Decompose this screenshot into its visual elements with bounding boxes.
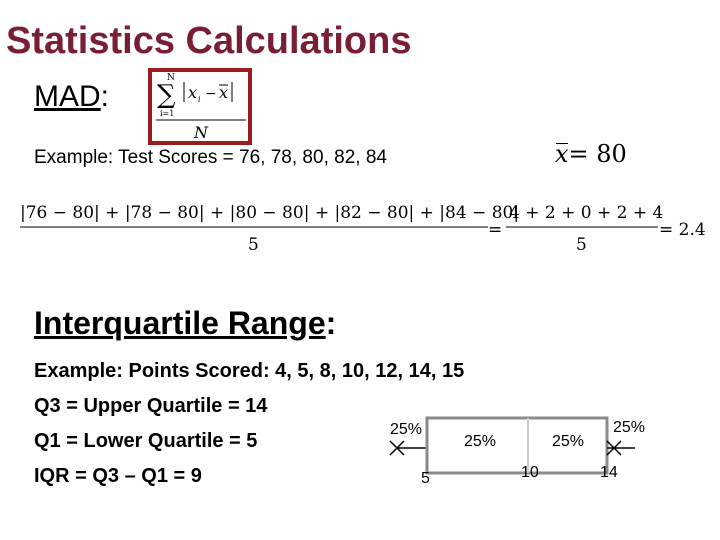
formula-xbar: x: [219, 83, 228, 102]
mad-example: Example: Test Scores = 76, 78, 80, 82, 8…: [34, 147, 387, 168]
formula-denominator: N: [193, 123, 209, 142]
iqr-colon: :: [325, 305, 337, 341]
value-label-q1: 5: [421, 470, 430, 487]
formula-sigma: ∑: [157, 80, 176, 110]
formula-x: x: [188, 83, 197, 102]
formula-sum-bottom: i=1: [160, 109, 174, 118]
percent-label-2: 25%: [464, 433, 496, 450]
mad-colon: :: [100, 80, 110, 113]
calc-equals: =: [488, 220, 502, 240]
calc-result: = 2.4: [659, 220, 706, 240]
iqr-title: Interquartile Range: [34, 305, 326, 341]
formula-sub-i: i: [198, 95, 201, 104]
iqr-line-1: Example: Points Scored: 4, 5, 8, 10, 12,…: [34, 360, 465, 382]
iqr-line-4: IQR = Q3 – Q1 = 9: [34, 465, 202, 487]
iqr-heading: Interquartile Range:: [34, 305, 336, 342]
formula-minus: −: [205, 86, 217, 102]
calc-mid-numerator: 4 + 2 + 0 + 2 + 4: [509, 203, 663, 223]
page-title: Statistics Calculations: [6, 20, 412, 62]
value-label-q3: 14: [600, 464, 618, 481]
percent-label-1: 25%: [390, 421, 422, 438]
calc-numerator: |76 − 80| + |78 − 80| + |80 − 80| + |82 …: [20, 203, 519, 223]
mad-heading: MAD:: [34, 80, 109, 114]
value-label-median: 10: [521, 464, 539, 481]
formula-sum-top: N: [167, 73, 175, 83]
percent-label-4: 25%: [613, 419, 645, 436]
percent-label-3: 25%: [552, 433, 584, 450]
mad-calculation: |76 − 80| + |78 − 80| + |80 − 80| + |82 …: [18, 196, 718, 261]
mean-value: x= 80: [555, 140, 627, 168]
mean-eq: = 80: [568, 140, 627, 168]
quartile-box: [425, 416, 609, 475]
calc-denominator: 5: [248, 235, 259, 255]
iqr-line-3: Q1 = Lower Quartile = 5: [34, 430, 258, 452]
box-plot: 25% 25% 25% 25% 5 10 14: [380, 410, 670, 500]
mad-label: MAD: [34, 80, 101, 113]
mad-formula: N ∑ i=1 x i − x N: [148, 68, 252, 145]
mean-symbol: x: [555, 140, 569, 168]
iqr-line-2: Q3 = Upper Quartile = 14: [34, 395, 268, 417]
calc-mid-denominator: 5: [576, 235, 587, 255]
